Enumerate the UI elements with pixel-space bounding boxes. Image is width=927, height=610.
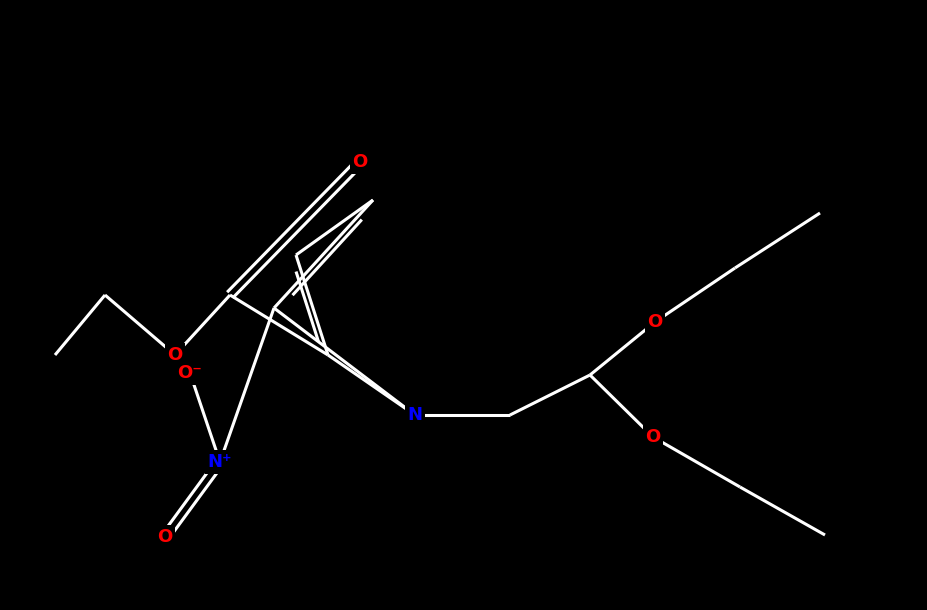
Text: N⁺: N⁺ — [208, 453, 233, 471]
Text: O: O — [647, 313, 663, 331]
Text: O: O — [158, 528, 172, 546]
Text: N: N — [408, 406, 423, 424]
Text: O: O — [352, 153, 368, 171]
Text: O: O — [168, 346, 183, 364]
Text: O⁻: O⁻ — [178, 364, 202, 382]
Text: O: O — [645, 428, 661, 446]
